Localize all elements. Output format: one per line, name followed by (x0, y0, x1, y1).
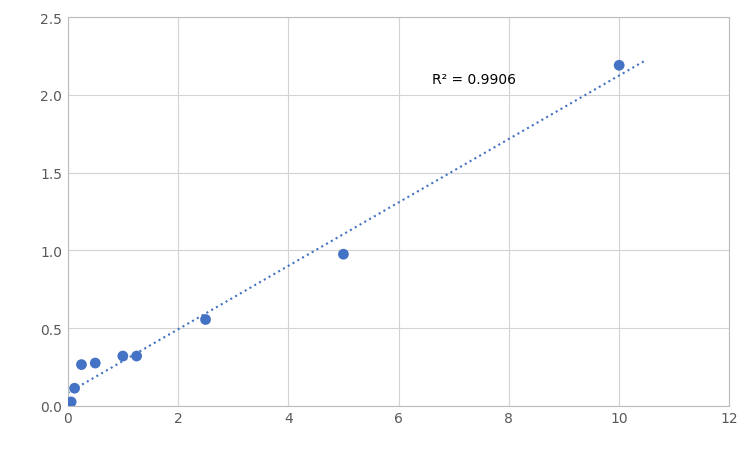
Point (68, 385, 80, 392)
Point (62, 400, 74, 407)
Point (75, 361, 87, 368)
Point (89, 359, 102, 367)
Point (131, 353, 143, 360)
Point (65, 398, 77, 405)
Text: R² = 0.9906: R² = 0.9906 (432, 72, 516, 86)
Point (338, 251, 350, 258)
Point (613, 63, 625, 70)
Point (117, 353, 129, 360)
Point (199, 316, 211, 323)
